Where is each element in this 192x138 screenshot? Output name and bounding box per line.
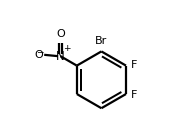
Text: −: − [36, 48, 43, 57]
Text: Br: Br [95, 36, 108, 46]
Text: +: + [63, 44, 71, 53]
Text: F: F [131, 60, 137, 70]
Text: O: O [56, 29, 65, 39]
Text: O: O [34, 50, 43, 60]
Text: N: N [56, 50, 65, 63]
Text: F: F [131, 90, 137, 100]
